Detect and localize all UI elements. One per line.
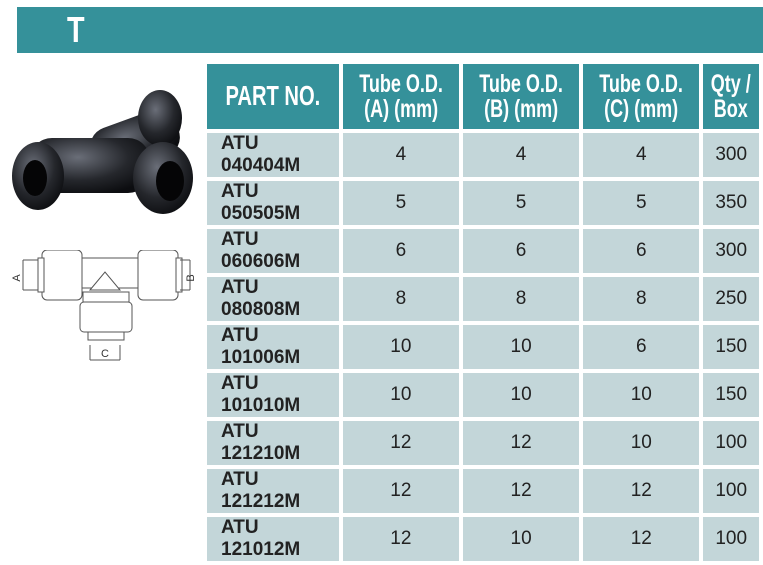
table-row: ATU 050505M 5 5 5 350 [207,181,759,225]
table-cell: 12 [583,517,700,561]
table-cell: 10 [342,325,459,369]
section-banner: T [17,7,763,53]
column-header-label: PART NO. [225,80,321,111]
part-number-cell: ATU 080808M [207,277,339,321]
part-number-cell: ATU 050505M [207,181,339,225]
dimension-a-label: A [11,274,23,282]
table-cell: 12 [342,517,459,561]
header-line-2: (C) (mm) [604,94,679,123]
table-cell: 10 [583,373,700,417]
table-cell: 12 [583,469,700,513]
table-cell: 12 [342,421,459,465]
part-number-cell: ATU 121210M [207,421,339,465]
table-cell: 8 [583,277,700,321]
table-cell: 12 [462,421,580,465]
table-cell: 150 [703,373,759,417]
table-cell: 5 [462,181,580,225]
table-cell: 100 [703,421,759,465]
table-cell: 150 [703,325,759,369]
header-line-1: Qty / [711,69,752,98]
table-cell: 4 [342,133,459,177]
table-cell: 10 [462,373,580,417]
table-cell: 12 [462,469,580,513]
table-row: ATU 121210M 12 12 10 100 [207,421,759,465]
table-cell: 8 [342,277,459,321]
table-cell: 6 [583,325,700,369]
tee-fitting-photo [12,90,193,214]
column-header: Tube O.D. (A) (mm) [342,64,459,129]
table-header-row: PART NO. Tube O.D. (A) (mm) Tube O.D. (B) (m… [207,64,759,129]
column-header-label: Tube O.D. (A) (mm) [359,69,443,123]
table-cell: 6 [462,229,580,273]
part-number-cell: ATU 060606M [207,229,339,273]
table-cell: 4 [462,133,580,177]
part-number-cell: ATU 101010M [207,373,339,417]
part-number-cell: ATU 101006M [207,325,339,369]
table-cell: 300 [703,133,759,177]
column-header: Tube O.D. (B) (mm) [462,64,580,129]
table-row: ATU 101006M 10 10 6 150 [207,325,759,369]
table-cell: 10 [462,325,580,369]
table-cell: 5 [342,181,459,225]
column-header-label: Tube O.D. (B) (mm) [479,69,563,123]
table-cell: 250 [703,277,759,321]
part-number-cell: ATU 121212M [207,469,339,513]
table-cell: 300 [703,229,759,273]
table-cell: 10 [583,421,700,465]
table-row: ATU 080808M 8 8 8 250 [207,277,759,321]
table-cell: 6 [342,229,459,273]
table-row: ATU 121012M 12 10 12 100 [207,517,759,561]
table-cell: 10 [462,517,580,561]
column-header: Tube O.D. (C) (mm) [583,64,700,129]
header-line-2: (A) (mm) [363,94,438,123]
table-row: ATU 121212M 12 12 12 100 [207,469,759,513]
table-cell: 12 [342,469,459,513]
header-line-2: Box [714,94,749,123]
header-line-2: (B) (mm) [484,94,559,123]
parts-table: PART NO. Tube O.D. (A) (mm) Tube O.D. (B) (m… [203,60,763,565]
dimension-b-label: B [185,274,197,281]
tee-dimension-drawing: A B C [11,250,197,361]
table-cell: 5 [583,181,700,225]
table-cell: 100 [703,517,759,561]
part-number-cell: ATU 121012M [207,517,339,561]
table-cell: 8 [462,277,580,321]
section-title: T [67,9,85,50]
table-cell: 10 [342,373,459,417]
table-cell: 100 [703,469,759,513]
header-line-1: PART NO. [225,80,321,111]
dimension-c-label: C [101,348,109,360]
column-header: Qty / Box [703,64,759,129]
column-header-label: Qty / Box [711,69,752,123]
table-row: ATU 040404M 4 4 4 300 [207,133,759,177]
table-row: ATU 060606M 6 6 6 300 [207,229,759,273]
table-row: ATU 101010M 10 10 10 150 [207,373,759,417]
header-line-1: Tube O.D. [599,69,684,98]
table-cell: 6 [583,229,700,273]
table-cell: 350 [703,181,759,225]
column-header-label: Tube O.D. (C) (mm) [599,69,684,123]
header-line-1: Tube O.D. [479,69,563,98]
part-number-cell: ATU 040404M [207,133,339,177]
header-line-1: Tube O.D. [359,69,443,98]
column-header: PART NO. [207,64,339,129]
table-cell: 4 [583,133,700,177]
